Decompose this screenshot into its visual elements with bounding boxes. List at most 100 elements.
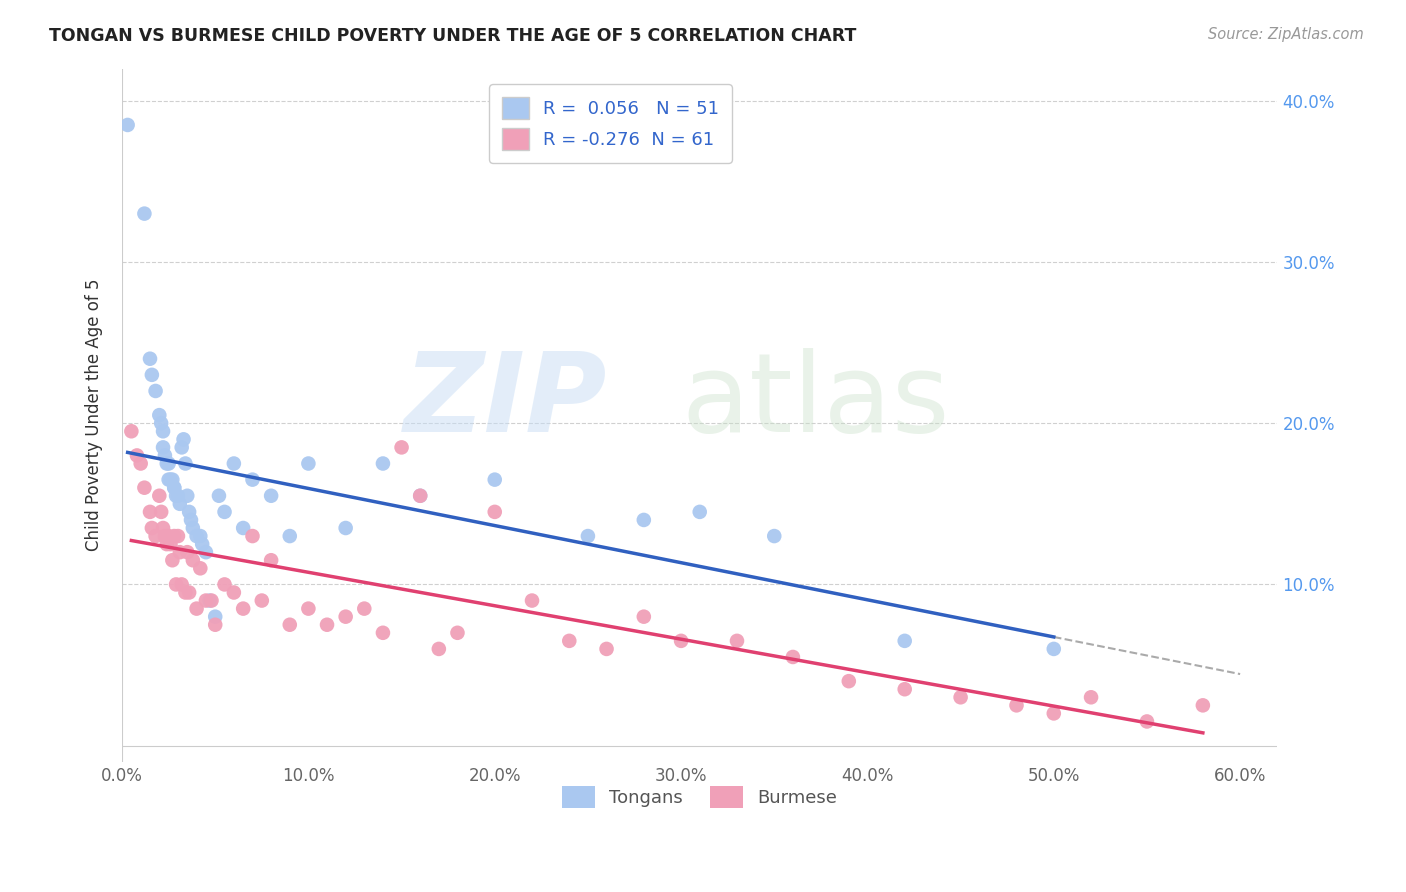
Point [179,585,201,599]
Point [163,529,186,543]
Point [409,489,432,503]
Point [117,118,139,132]
Point [159,537,181,551]
Point [157,473,180,487]
Point [1080,690,1102,705]
Point [194,593,217,607]
Point [278,529,301,543]
Point [169,497,191,511]
Point [163,481,186,495]
Point [152,521,174,535]
Point [1192,698,1215,713]
Point [159,473,181,487]
Point [165,577,187,591]
Point [141,521,163,535]
Point [180,513,202,527]
Point [232,521,254,535]
Point [335,609,357,624]
Point [139,505,162,519]
Point [188,529,211,543]
Point [129,457,152,471]
Point [204,617,226,632]
Point [125,449,148,463]
Point [371,625,394,640]
Text: TONGAN VS BURMESE CHILD POVERTY UNDER THE AGE OF 5 CORRELATION CHART: TONGAN VS BURMESE CHILD POVERTY UNDER TH… [49,27,856,45]
Point [173,433,195,447]
Point [1005,698,1028,713]
Point [242,529,264,543]
Point [191,537,214,551]
Point [200,593,222,607]
Point [250,593,273,607]
Point [782,650,804,665]
Point [633,513,655,527]
Point [391,441,413,455]
Point [162,473,184,487]
Point [181,553,204,567]
Point [260,489,283,503]
Point [156,457,179,471]
Point [893,682,915,697]
Point [689,505,711,519]
Point [1136,714,1159,729]
Point [198,593,221,607]
Point [427,641,450,656]
Text: ZIP: ZIP [404,348,607,455]
Point [725,633,748,648]
Point [152,441,174,455]
Point [595,641,617,656]
Point [141,368,163,382]
Point [139,351,162,366]
Point [163,481,186,495]
Point [204,609,226,624]
Point [162,553,184,567]
Point [145,384,167,398]
Point [134,481,156,495]
Point [297,457,319,471]
Point [152,424,174,438]
Point [174,457,197,471]
Point [153,529,176,543]
Point [371,457,394,471]
Point [169,545,191,559]
Point [297,601,319,615]
Point [150,416,173,430]
Point [409,489,432,503]
Point [148,489,170,503]
Point [194,545,217,559]
Point [949,690,972,705]
Point [134,206,156,220]
Point [157,529,180,543]
Point [222,585,245,599]
Point [278,617,301,632]
Point [1042,641,1064,656]
Point [669,633,692,648]
Point [576,529,599,543]
Point [167,489,190,503]
Point [153,449,176,463]
Point [446,625,468,640]
Point [145,529,167,543]
Point [176,545,198,559]
Point [763,529,786,543]
Text: Source: ZipAtlas.com: Source: ZipAtlas.com [1208,27,1364,42]
Point [156,537,179,551]
Point [170,577,193,591]
Y-axis label: Child Poverty Under the Age of 5: Child Poverty Under the Age of 5 [86,279,103,551]
Point [181,521,204,535]
Point [165,489,187,503]
Point [186,529,208,543]
Point [120,424,142,438]
Point [242,473,264,487]
Point [174,585,197,599]
Point [520,593,543,607]
Point [179,505,201,519]
Point [316,617,339,632]
Point [222,457,245,471]
Point [1042,706,1064,721]
Point [893,633,915,648]
Point [558,633,581,648]
Point [260,553,283,567]
Text: atlas: atlas [681,348,949,455]
Point [148,408,170,422]
